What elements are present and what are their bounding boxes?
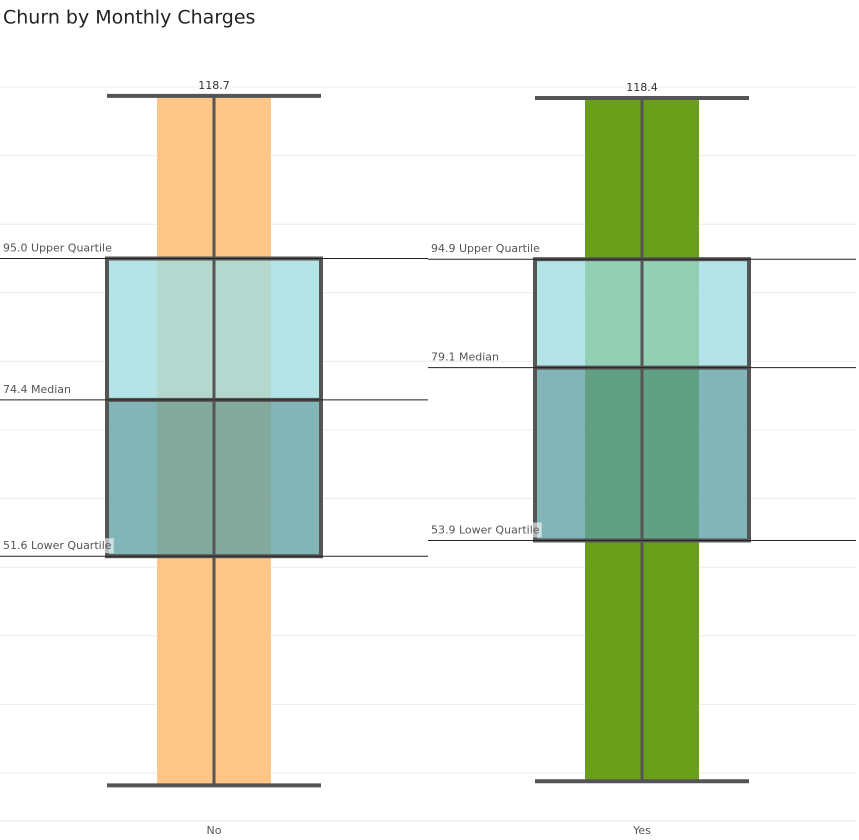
x-tick-label: No — [207, 824, 222, 837]
reference-label: 74.4 Median — [3, 383, 71, 396]
x-tick-label: Yes — [632, 824, 651, 837]
reference-label: 94.9 Upper Quartile — [431, 242, 540, 255]
max-label: 118.4 — [626, 81, 658, 94]
max-label: 118.7 — [198, 79, 230, 92]
reference-label: 53.9 Lower Quartile — [431, 523, 540, 536]
reference-label: 51.6 Lower Quartile — [3, 539, 112, 552]
label-background — [429, 522, 542, 538]
reference-label: 79.1 Median — [431, 351, 499, 364]
chart-title: Churn by Monthly Charges — [3, 7, 255, 29]
reference-label: 95.0 Upper Quartile — [3, 242, 112, 255]
label-background — [1, 538, 114, 554]
